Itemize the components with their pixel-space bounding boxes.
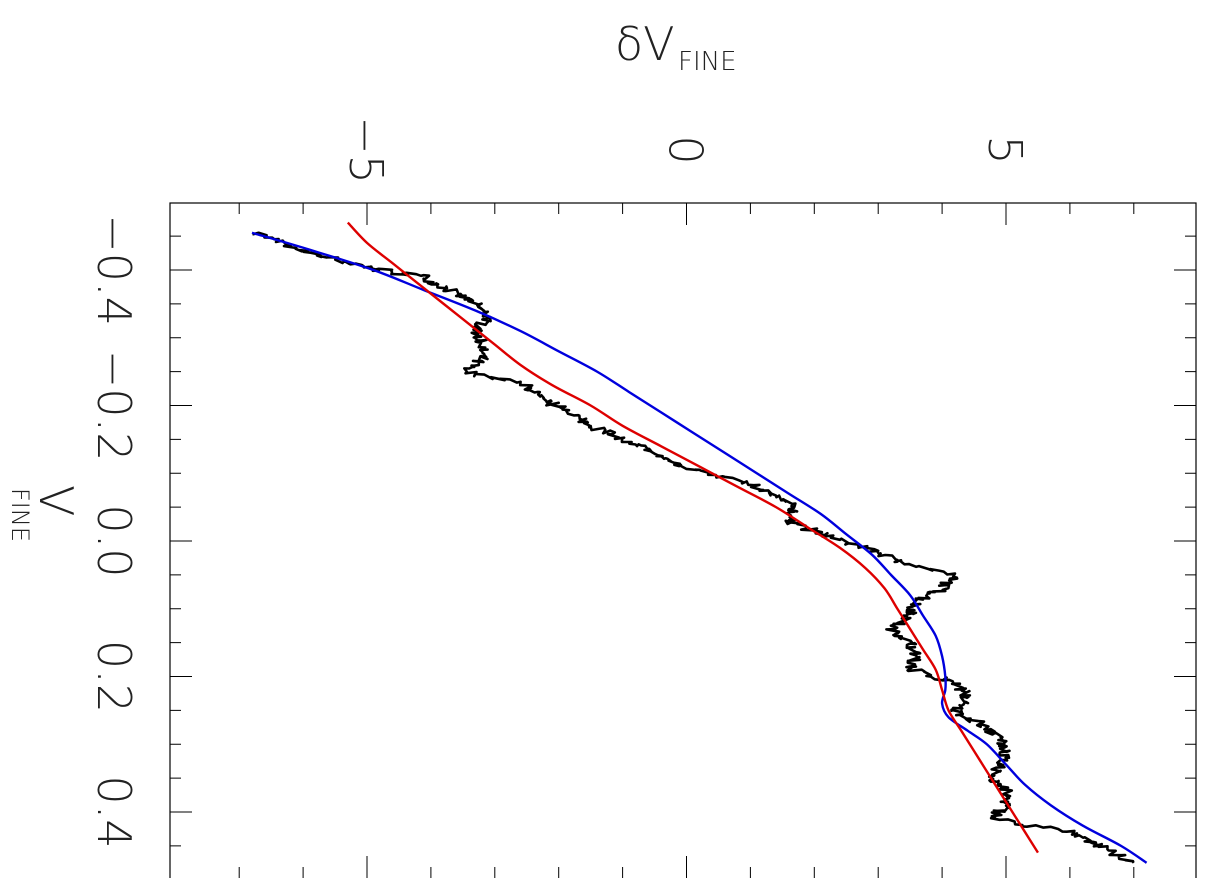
y-tick-label: 5 [978, 135, 1032, 164]
x-axis-title-subscript: FINE [6, 488, 34, 542]
tick-labels: −0.4 −0.2 0.0 0.2 0.4 −5 0 5 [87, 116, 1032, 848]
x-axis-title: V [29, 485, 83, 516]
y-axis-title-subscript: FINE [678, 47, 737, 77]
series-line-blue [251, 231, 1148, 864]
tick-marks [170, 203, 1196, 878]
series-line-red [346, 221, 1039, 854]
x-tick-label: −0.4 [87, 214, 141, 326]
x-tick-label: 0.0 [87, 504, 141, 577]
y-tick-label: 0 [659, 135, 713, 164]
y-axis-title: δV [615, 17, 675, 71]
series-line-black [252, 231, 1135, 864]
x-tick-label: 0.2 [87, 640, 141, 713]
series-layer [251, 221, 1148, 864]
plot-border [169, 202, 1197, 878]
x-tick-label: −0.2 [87, 350, 141, 462]
x-tick-label: 0.4 [87, 775, 141, 848]
plot-frame [169, 202, 1197, 878]
y-tick-label: −5 [339, 116, 393, 184]
